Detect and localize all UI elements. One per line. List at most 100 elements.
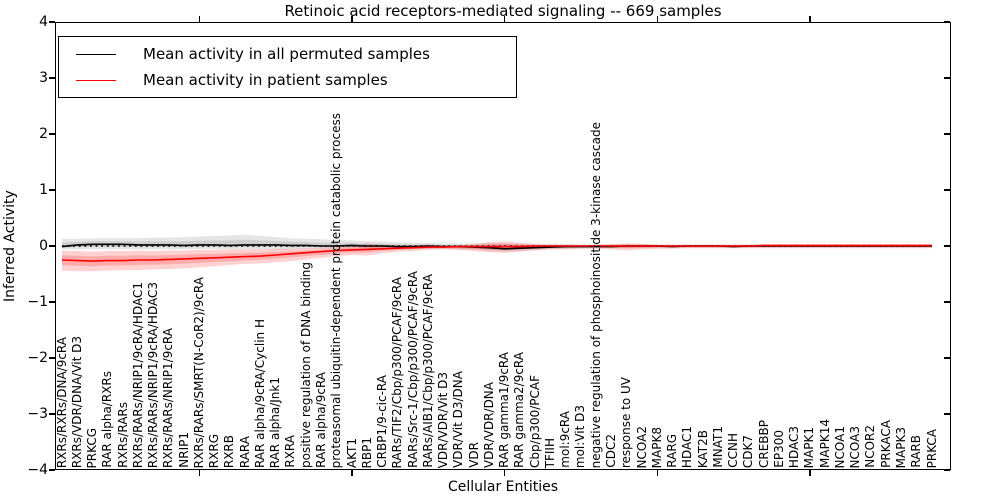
y-tick-mark bbox=[49, 77, 55, 79]
y-tick-label: −2 bbox=[27, 350, 48, 366]
x-category-label: CCNH bbox=[726, 433, 741, 468]
y-tick-mark bbox=[49, 469, 55, 471]
x-category-label: RXRG bbox=[207, 433, 222, 468]
x-axis-label: Cellular Entities bbox=[447, 479, 559, 495]
legend-entry-label: Mean activity in patient samples bbox=[143, 71, 388, 89]
legend: Mean activity in all permuted samples Me… bbox=[58, 36, 517, 98]
x-category-label: VDR bbox=[466, 442, 481, 468]
x-category-label: RAR gamma1/9cRA bbox=[497, 352, 512, 468]
legend-entry-patient: Mean activity in patient samples bbox=[59, 68, 516, 92]
x-tick-mark bbox=[503, 16, 506, 22]
x-category-label: RARA bbox=[237, 435, 252, 468]
red-line-sample-icon bbox=[76, 79, 116, 81]
x-category-label: EP300 bbox=[771, 430, 786, 468]
x-tick-mark bbox=[198, 16, 201, 22]
x-category-label: NCOA2 bbox=[634, 425, 649, 468]
y-tick-mark bbox=[944, 77, 950, 79]
x-category-label: NCOA3 bbox=[848, 425, 863, 468]
x-category-label: RXRs/RARs bbox=[115, 402, 130, 468]
x-tick-mark bbox=[656, 470, 658, 476]
x-category-label: HDAC1 bbox=[680, 425, 695, 468]
x-category-label: RAR alpha/Jnk1 bbox=[268, 376, 283, 468]
x-category-label: RARs/Src-1/Cbp/p300/PCAF/9cRA bbox=[405, 271, 420, 468]
x-category-label: RARs/TIF2/Cbp/p300/PCAF/9cRA bbox=[390, 276, 405, 468]
x-tick-mark bbox=[198, 470, 201, 476]
x-category-label: PRKACA bbox=[878, 420, 893, 468]
x-tick-mark bbox=[351, 16, 353, 22]
x-category-label: RXRA bbox=[283, 435, 298, 468]
x-category-label: RXRs/RARs/NRIP1/9cRA bbox=[161, 328, 176, 468]
y-tick-label: 3 bbox=[39, 70, 48, 86]
x-category-label: RXRs/VDR/DNA/Vit D3 bbox=[69, 335, 84, 468]
y-tick-mark bbox=[944, 357, 950, 359]
x-category-label: mol:Vit D3 bbox=[573, 404, 588, 468]
y-tick-mark bbox=[944, 245, 950, 247]
x-category-label: NRIP1 bbox=[176, 432, 191, 468]
x-category-label: RBP1 bbox=[359, 436, 374, 468]
y-tick-mark bbox=[944, 413, 950, 415]
y-tick-mark bbox=[49, 245, 55, 247]
black-line-sample-icon bbox=[76, 53, 116, 55]
y-tick-mark bbox=[49, 301, 55, 303]
y-tick-mark bbox=[49, 357, 55, 359]
x-category-label: MNAT1 bbox=[710, 426, 725, 468]
x-category-label: negative regulation of phosphoinositide … bbox=[588, 121, 603, 468]
y-tick-label: 4 bbox=[39, 14, 48, 30]
y-tick-label: 0 bbox=[39, 238, 48, 254]
x-category-label: VDR/VDR/Vit D3 bbox=[436, 371, 451, 468]
y-tick-label: 2 bbox=[39, 126, 48, 142]
y-tick-label: 1 bbox=[39, 182, 48, 198]
y-tick-mark bbox=[49, 21, 55, 23]
chart-title: Retinoic acid receptors-mediated signali… bbox=[284, 2, 722, 20]
x-category-label: CRBP1/9-cic-RA bbox=[375, 375, 389, 468]
x-category-label: Cbp/p300/PCAF bbox=[527, 375, 542, 468]
y-tick-label: −3 bbox=[27, 406, 48, 422]
y-tick-mark bbox=[49, 189, 55, 191]
x-category-label: RXRs/RARs/SMRT(N-CoR2)/9cRA bbox=[191, 276, 206, 468]
x-category-label: CDK7 bbox=[741, 434, 756, 468]
x-category-label: NCOR2 bbox=[863, 425, 878, 468]
x-category-label: KAT2B bbox=[695, 429, 710, 468]
y-tick-label: −1 bbox=[27, 294, 48, 310]
legend-entry-label: Mean activity in all permuted samples bbox=[143, 45, 430, 63]
x-category-label: CREBBP bbox=[756, 420, 771, 468]
y-tick-mark bbox=[944, 133, 950, 135]
x-category-label: response to UV bbox=[619, 376, 634, 468]
x-category-label: RARG bbox=[665, 434, 679, 468]
x-category-label: VDR/Vit D3/DNA bbox=[451, 371, 466, 468]
x-category-label: TFIIH bbox=[542, 437, 557, 468]
x-tick-mark bbox=[809, 470, 811, 476]
x-category-label: MAPK3 bbox=[894, 426, 908, 468]
x-tick-mark bbox=[503, 470, 506, 476]
y-tick-mark bbox=[944, 189, 950, 191]
x-category-label: MAPK1 bbox=[802, 426, 817, 468]
y-tick-mark bbox=[944, 469, 950, 471]
x-tick-mark bbox=[656, 16, 658, 22]
x-category-label: AKT1 bbox=[344, 437, 359, 468]
x-category-label: RAR alpha/9cRA/Cyclin H bbox=[252, 318, 267, 468]
x-category-label: HDAC3 bbox=[787, 425, 802, 468]
x-category-label: RAR gamma2/9cRA bbox=[512, 352, 527, 468]
y-tick-label: −4 bbox=[27, 462, 48, 478]
x-category-label: RARs/AIB1/Cbp/p300/PCAF/9cRA bbox=[420, 274, 435, 468]
x-category-label: RXRs/RXRs/DNA/9cRA bbox=[54, 336, 69, 468]
x-category-label: mol:9cRA bbox=[558, 411, 573, 468]
x-category-label: proteasomal ubiquitin-dependent protein … bbox=[329, 112, 344, 468]
x-category-label: PRKCA bbox=[924, 428, 939, 468]
x-category-label: MAPK8 bbox=[649, 426, 664, 468]
x-category-label: CDC2 bbox=[604, 434, 618, 468]
x-tick-mark bbox=[351, 470, 353, 476]
x-category-label: MAPK14 bbox=[817, 419, 832, 468]
x-tick-mark bbox=[809, 16, 811, 22]
legend-entry-permuted: Mean activity in all permuted samples bbox=[59, 42, 516, 66]
x-category-label: RARB bbox=[909, 435, 924, 468]
y-tick-mark bbox=[944, 21, 950, 23]
x-category-label: PRKCG bbox=[85, 427, 99, 468]
x-category-label: RXRs/RARs/NRIP1/9cRA/HDAC1 bbox=[130, 281, 145, 468]
x-category-label: NCOA1 bbox=[832, 425, 847, 468]
y-tick-mark bbox=[944, 301, 950, 303]
x-category-label: positive regulation of DNA binding bbox=[298, 262, 313, 468]
x-category-label: RXRB bbox=[222, 434, 237, 468]
y-tick-mark bbox=[49, 413, 55, 415]
